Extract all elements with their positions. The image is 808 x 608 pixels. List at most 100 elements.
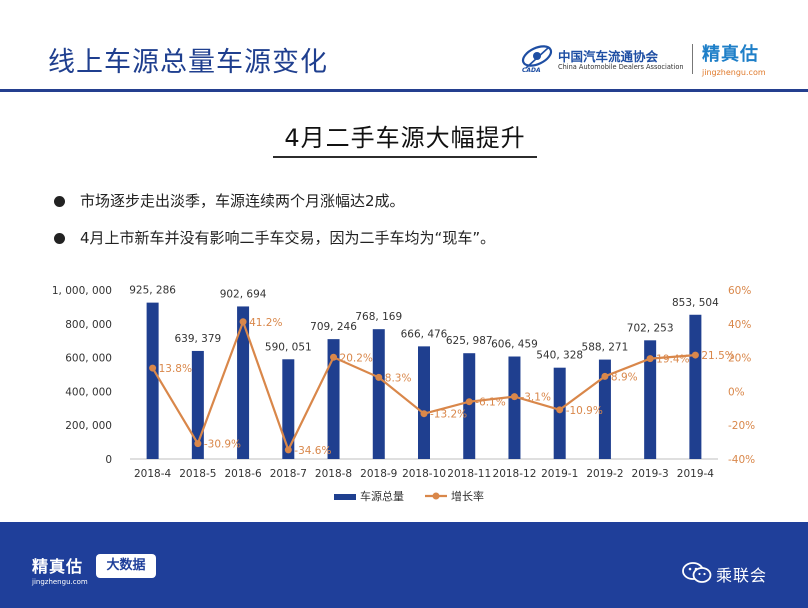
footer-jzg-name: 精真估	[32, 557, 84, 576]
y-left-tick-label: 400, 000	[65, 386, 112, 398]
caada-logo: CADA 中国汽车流通协会 China Automobile Dealers A…	[520, 40, 690, 78]
bar-data-label: 902, 694	[220, 288, 267, 300]
growth-data-label: 13.8%	[159, 363, 192, 375]
footer-jzg-logo: 精真估 jingzhengu.com	[32, 553, 88, 586]
growth-point	[194, 440, 202, 448]
page-title: 线上车源总量车源变化	[48, 47, 328, 78]
combo-chart: 0 200, 000 400, 000 600, 000 800, 000 1, 000,…	[52, 285, 755, 503]
y-left-tick-label: 200, 000	[65, 420, 112, 432]
y-right-tick-label: -40%	[728, 454, 755, 466]
y-right-tick-label: 0%	[728, 386, 745, 398]
growth-point	[556, 406, 564, 414]
bar	[598, 359, 611, 459]
jzg-logo: 精真估 jingzhengu.com	[702, 40, 792, 78]
bar-data-label: 625, 987	[446, 335, 493, 347]
growth-point	[510, 393, 518, 401]
wechat-icon	[682, 562, 712, 583]
x-tick-label: 2018-6	[224, 468, 262, 480]
y-right-tick-label: 20%	[728, 353, 751, 365]
x-tick-label: 2019-2	[586, 468, 623, 480]
growth-point	[465, 398, 473, 406]
growth-data-label: -30.9%	[204, 439, 241, 451]
footer-jzg-url: jingzhengu.com	[32, 578, 88, 586]
growth-point	[691, 351, 699, 359]
growth-point	[601, 372, 609, 380]
subtitle: 4月二手车源大幅提升	[284, 124, 526, 152]
growth-point	[646, 355, 654, 363]
legend-bar-label: 车源总量	[360, 489, 404, 503]
y-right-tick-label: 40%	[728, 319, 751, 331]
bar-data-label: 588, 271	[582, 342, 629, 354]
growth-data-label: 19.4%	[656, 354, 689, 366]
bar	[553, 367, 566, 459]
bar-data-label: 606, 459	[491, 339, 538, 351]
growth-point	[284, 446, 292, 454]
growth-data-label: -6.1%	[475, 397, 505, 409]
growth-data-label: -3.1%	[520, 392, 550, 404]
wechat-account: 乘联会	[682, 562, 792, 585]
y-left-tick-label: 0	[105, 454, 112, 466]
y-right-tick-label: -20%	[728, 420, 755, 432]
bar	[237, 306, 250, 459]
y-left-tick-label: 1, 000, 000	[52, 285, 112, 297]
bullet-list: 市场逐步走出淡季，车源连续两个月涨幅达2成。 4月上市新车并没有影响二手车交易，…	[52, 190, 495, 264]
bar	[146, 302, 159, 459]
bar-data-label: 853, 504	[672, 297, 719, 309]
y-left-tick-label: 600, 000	[65, 353, 112, 365]
growth-data-label: 41.2%	[249, 317, 282, 329]
growth-point	[149, 364, 157, 372]
jzg-url: jingzhengu.com	[702, 68, 766, 77]
growth-point	[420, 410, 428, 418]
legend-line-marker	[432, 492, 440, 500]
bar	[282, 359, 295, 459]
bar-data-label: 768, 169	[355, 311, 402, 323]
bullet-item: 4月上市新车并没有影响二手车交易，因为二手车均为“现车”。	[52, 227, 495, 264]
bar-data-label: 540, 328	[536, 350, 583, 362]
growth-data-label: -34.6%	[294, 445, 331, 457]
bullet-item: 市场逐步走出淡季，车源连续两个月涨幅达2成。	[52, 190, 495, 227]
bullet-dot-icon	[54, 233, 65, 244]
growth-point	[239, 318, 247, 326]
y-left-tick-label: 800, 000	[65, 319, 112, 331]
bar-data-label: 639, 379	[174, 333, 221, 345]
caada-name-cn: 中国汽车流通协会	[558, 49, 659, 64]
bullet-text: 市场逐步走出淡季，车源连续两个月涨幅达2成。	[80, 192, 405, 210]
x-tick-label: 2018-7	[270, 468, 307, 480]
bar	[463, 353, 476, 459]
x-tick-label: 2018-5	[179, 468, 216, 480]
bullet-dot-icon	[54, 196, 65, 207]
header-rule	[0, 89, 808, 92]
growth-data-label: 8.3%	[385, 372, 412, 384]
growth-data-label: 21.5%	[701, 350, 734, 362]
growth-point	[330, 353, 338, 361]
bar-data-label: 666, 476	[401, 328, 448, 340]
caada-abbr: CADA	[522, 67, 541, 74]
bar	[644, 340, 657, 459]
bullet-text: 4月上市新车并没有影响二手车交易，因为二手车均为“现车”。	[80, 229, 496, 247]
bar	[689, 314, 702, 459]
wechat-name: 乘联会	[716, 566, 768, 585]
growth-data-label: -10.9%	[566, 405, 603, 417]
x-tick-label: 2018-4	[134, 468, 172, 480]
x-tick-label: 2019-3	[632, 468, 669, 480]
caada-name-en: China Automobile Dealers Association	[558, 63, 684, 71]
bar	[418, 346, 430, 459]
logo-divider	[692, 44, 693, 74]
legend-line-label: 增长率	[451, 489, 484, 503]
subtitle-underline	[273, 156, 537, 158]
footer-badge: 大数据	[96, 554, 156, 578]
x-tick-label: 2019-4	[677, 468, 715, 480]
x-tick-label: 2019-1	[541, 468, 578, 480]
growth-data-label: -13.2%	[430, 409, 467, 421]
y-right-tick-label: 60%	[728, 285, 751, 297]
x-tick-label: 2018-10	[402, 468, 446, 480]
bar-data-label: 702, 253	[627, 322, 674, 334]
growth-data-label: 20.2%	[340, 352, 373, 364]
jzg-name: 精真估	[702, 44, 759, 65]
growth-data-label: 8.9%	[611, 371, 638, 383]
bar	[327, 339, 340, 459]
x-tick-label: 2018-8	[315, 468, 352, 480]
header: 线上车源总量车源变化 CADA 中国汽车流通协会 China Automobil…	[0, 0, 808, 92]
bar	[508, 356, 521, 459]
caada-emblem-icon	[521, 45, 553, 69]
